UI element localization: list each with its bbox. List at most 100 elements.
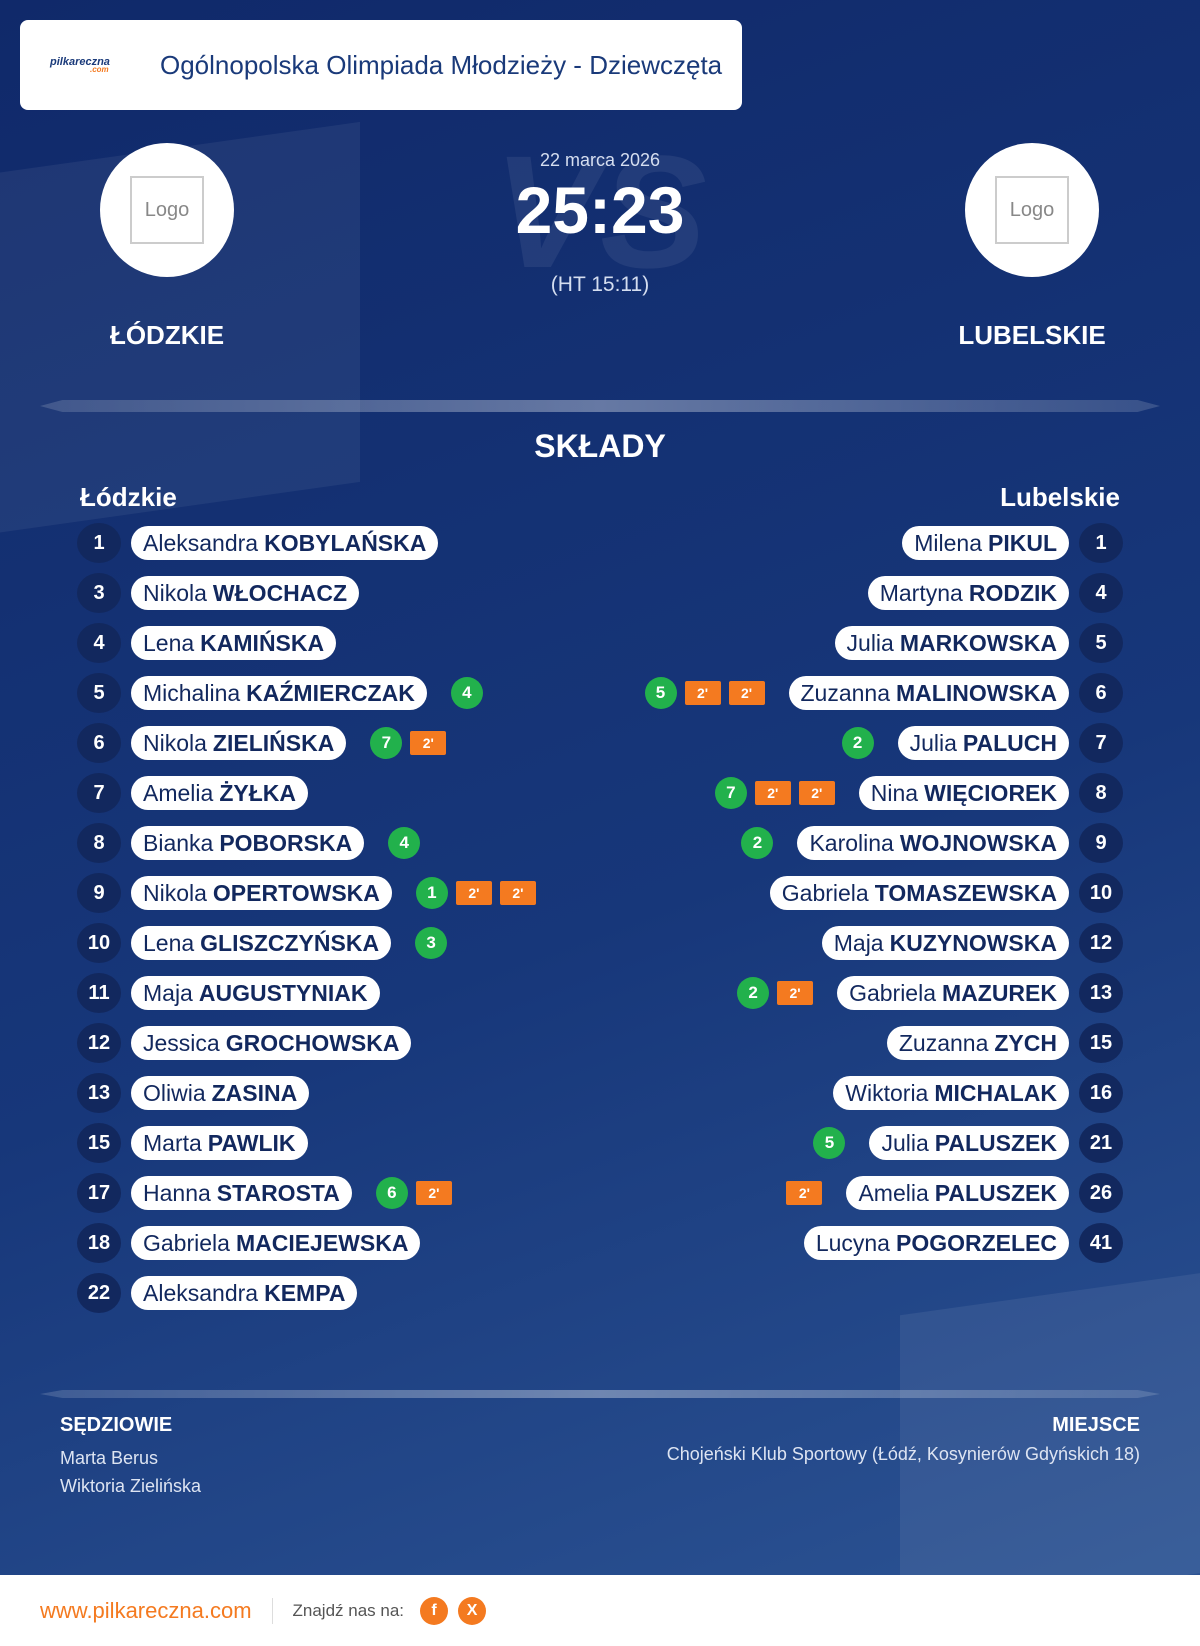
goals: 6 xyxy=(375,1177,408,1209)
goals: 1 xyxy=(415,877,448,909)
goals: 5 xyxy=(813,1127,846,1159)
first-name: Nikola xyxy=(143,579,207,606)
player-number: 26 xyxy=(1079,1173,1123,1213)
player-row: 2' Amelia PALUSZEK 26 xyxy=(786,1173,1123,1213)
player-row: 8 Bianka POBORSKA 4 xyxy=(77,823,421,863)
player-number: 21 xyxy=(1079,1123,1123,1163)
player-number: 22 xyxy=(77,1273,121,1313)
home-team-label: Łódzkie xyxy=(80,482,177,512)
referees-label: SĘDZIOWIE xyxy=(60,1414,173,1436)
player-name[interactable]: Zuzanna ZYCH xyxy=(886,1026,1069,1060)
first-name: Oliwia xyxy=(143,1079,206,1106)
player-name[interactable]: Aleksandra KEMPA xyxy=(131,1276,358,1310)
goals: 4 xyxy=(450,677,483,709)
player-name[interactable]: Gabriela MACIEJEWSKA xyxy=(131,1226,421,1260)
player-row: 5 Michalina KAŹMIERCZAK 4 xyxy=(77,673,483,713)
player-name[interactable]: Nikola OPERTOWSKA xyxy=(131,876,392,910)
first-name: Marta xyxy=(143,1129,202,1156)
player-name[interactable]: Lena KAMIŃSKA xyxy=(131,626,337,660)
player-number: 1 xyxy=(1079,523,1123,563)
last-name: MICHALAK xyxy=(934,1079,1057,1106)
x-icon[interactable]: X xyxy=(458,1596,487,1625)
player-row: Maja KUZYNOWSKA 12 xyxy=(821,923,1123,963)
player-number: 4 xyxy=(77,623,121,663)
player-row: Julia MARKOWSKA 5 xyxy=(834,623,1123,663)
referee: Wiktoria Zielińska xyxy=(60,1476,202,1496)
player-name[interactable]: Gabriela TOMASZEWSKA xyxy=(769,876,1069,910)
player-name[interactable]: Aleksandra KOBYLAŃSKA xyxy=(131,526,439,560)
player-name[interactable]: Marta PAWLIK xyxy=(131,1126,308,1160)
player-row: Wiktoria MICHALAK 16 xyxy=(833,1073,1123,1113)
last-name: OPERTOWSKA xyxy=(212,879,380,906)
player-name[interactable]: Lena GLISZCZYŃSKA xyxy=(131,926,392,960)
last-name: ZASINA xyxy=(211,1079,298,1106)
player-name[interactable]: Julia PALUSZEK xyxy=(869,1126,1069,1160)
player-row: 4 Lena KAMIŃSKA xyxy=(77,623,337,663)
player-name[interactable]: Nikola ZIELIŃSKA xyxy=(131,726,347,760)
logo-placeholder: Logo xyxy=(995,176,1069,244)
player-number: 6 xyxy=(1079,673,1123,713)
logo-suffix: .com xyxy=(90,65,109,74)
player-number: 8 xyxy=(1079,773,1123,813)
halftime: (HT 15:11) xyxy=(550,273,650,296)
player-name[interactable]: Karolina WOJNOWSKA xyxy=(797,826,1069,860)
first-name: Zuzanna xyxy=(898,1029,989,1056)
player-name[interactable]: Wiktoria MICHALAK xyxy=(833,1076,1069,1110)
date: 22 marca 2026 xyxy=(539,150,661,170)
player-name[interactable]: Nina WIĘCIOREK xyxy=(858,776,1069,810)
last-name: GLISZCZYŃSKA xyxy=(200,929,380,956)
player-number: 5 xyxy=(77,673,121,713)
stats: 7 2' 2' xyxy=(714,777,835,809)
first-name: Gabriela xyxy=(781,879,869,906)
player-name[interactable]: Zuzanna MALINOWSKA xyxy=(788,676,1069,710)
player-number: 11 xyxy=(77,973,121,1013)
penalty: 2' xyxy=(499,881,536,905)
first-name: Gabriela xyxy=(849,979,936,1006)
player-row: 11 Maja AUGUSTYNIAK xyxy=(77,973,380,1013)
player-name[interactable]: Jessica GROCHOWSKA xyxy=(131,1026,412,1060)
player-row: 22 Aleksandra KEMPA xyxy=(77,1273,358,1313)
first-name: Bianka xyxy=(143,829,214,856)
player-row: Milena PIKUL 1 xyxy=(902,523,1123,563)
divider xyxy=(40,1390,1160,1398)
stats: 5 2' 2' xyxy=(644,677,765,709)
away-team-label: Lubelskie xyxy=(1000,482,1120,512)
first-name: Milena xyxy=(914,529,982,556)
player-name[interactable]: Milena PIKUL xyxy=(902,526,1069,560)
goals: 2 xyxy=(841,727,874,759)
player-name[interactable]: Maja KUZYNOWSKA xyxy=(821,926,1069,960)
player-name[interactable]: Julia MARKOWSKA xyxy=(834,626,1069,660)
player-number: 9 xyxy=(77,873,121,913)
player-name[interactable]: Hanna STAROSTA xyxy=(131,1176,352,1210)
first-name: Martyna xyxy=(879,579,963,606)
penalty: 2' xyxy=(798,781,835,805)
player-name[interactable]: Oliwia ZASINA xyxy=(131,1076,310,1110)
last-name: TOMASZEWSKA xyxy=(874,879,1057,906)
first-name: Zuzanna xyxy=(800,679,891,706)
player-name[interactable]: Lucyna POGORZELEC xyxy=(803,1226,1069,1260)
last-name: KAMIŃSKA xyxy=(200,629,325,656)
player-name[interactable]: Michalina KAŹMIERCZAK xyxy=(131,676,427,710)
facebook-icon[interactable]: f xyxy=(420,1596,449,1625)
stats: 2' xyxy=(786,1181,823,1205)
player-number: 7 xyxy=(1079,723,1123,763)
player-name[interactable]: Nikola WŁOCHACZ xyxy=(131,576,360,610)
stats: 2 2' xyxy=(737,977,814,1009)
player-name[interactable]: Martyna RODZIK xyxy=(867,576,1069,610)
player-row: 6 Nikola ZIELIŃSKA 7 2' xyxy=(77,723,447,763)
player-name[interactable]: Julia PALUCH xyxy=(897,726,1069,760)
player-name[interactable]: Amelia ŻYŁKA xyxy=(131,776,308,810)
first-name: Karolina xyxy=(809,829,894,856)
player-name[interactable]: Maja AUGUSTYNIAK xyxy=(131,976,380,1010)
title: Ogólnopolska Olimpiada Młodzieży - Dziew… xyxy=(160,49,723,80)
last-name: POGORZELEC xyxy=(895,1229,1057,1256)
player-name[interactable]: Amelia PALUSZEK xyxy=(846,1176,1069,1210)
first-name: Lena xyxy=(143,929,195,956)
player-name[interactable]: Bianka POBORSKA xyxy=(131,826,365,860)
last-name: ZYCH xyxy=(994,1029,1057,1056)
penalty: 2' xyxy=(415,1181,452,1205)
player-row: 5 2' 2' Zuzanna MALINOWSKA 6 xyxy=(644,673,1123,713)
player-name[interactable]: Gabriela MAZUREK xyxy=(837,976,1069,1010)
first-name: Wiktoria xyxy=(845,1079,929,1106)
url[interactable]: www.pilkareczna.com xyxy=(40,1597,273,1624)
